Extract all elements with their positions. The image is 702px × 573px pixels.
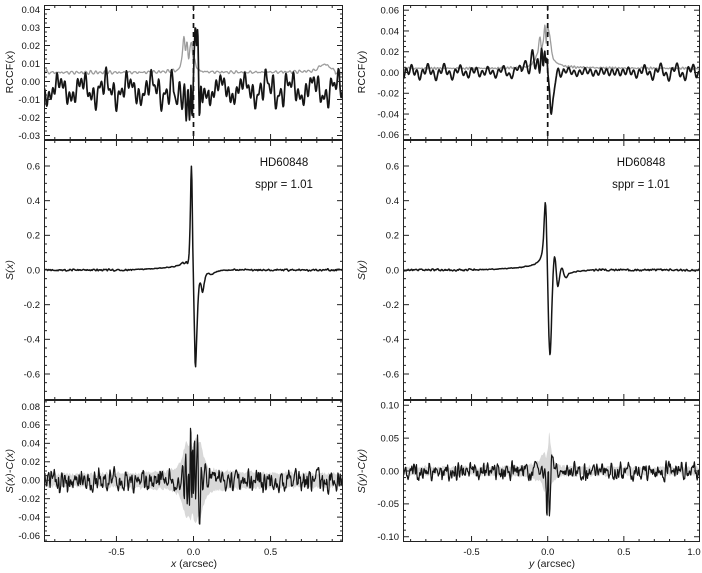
panel-sx-minus-cx: -0.06 -0.04 -0.02 0.00 0.02 0.04 0.06 0.08 -0.5 0… <box>18 400 343 558</box>
curve-object-ccf <box>403 47 700 115</box>
panel-rccf-x: -0.03 -0.02 -0.01 0.00 0.01 0.02 0.03 0.04 <box>18 5 343 142</box>
panel-sy-minus-cy: -0.10 -0.05 0.00 0.05 0.10 -0.5 0.0 0.5 1.0 <box>377 400 701 558</box>
y-tick-label: 0.02 <box>381 47 400 58</box>
y-tick-label: 0.04 <box>22 5 41 16</box>
x-axis-title-right: y (arcsec) <box>528 558 576 570</box>
y-tick-label: -0.2 <box>24 300 40 311</box>
panel-s-x: -0.6 -0.4 -0.2 0.0 0.2 0.4 0.6 <box>24 140 343 400</box>
x-tick-label: 0.0 <box>541 547 554 558</box>
y-tick-label: 0.2 <box>27 231 40 242</box>
y-tick-label: -0.10 <box>377 532 399 543</box>
y-tick-label: -0.02 <box>377 89 399 100</box>
y-tick-label: -0.01 <box>18 95 40 106</box>
curve-residual <box>44 427 343 525</box>
x-axis-title-left: x (arcsec) <box>170 558 218 570</box>
y-tick-label: 0.00 <box>381 68 400 79</box>
y-tick-label: 0.05 <box>381 433 400 444</box>
x-tick-label: 0.5 <box>264 547 277 558</box>
y-tick-label: 0.00 <box>381 466 400 477</box>
annotation-right: HD60848 sppr = 1.01 <box>612 152 670 196</box>
annotation-left: HD60848 sppr = 1.01 <box>255 152 313 196</box>
y-tick-label: -0.02 <box>18 494 40 505</box>
y-tick-label: 0.4 <box>27 196 40 207</box>
y-tick-label: -0.04 <box>18 512 40 523</box>
y-tick-label: 0.02 <box>22 457 41 468</box>
y-tick-label: 0.06 <box>22 420 41 431</box>
y-tick-label: -0.06 <box>18 531 40 542</box>
curve-signature <box>403 201 700 356</box>
y-tick-label: -0.02 <box>18 113 40 124</box>
y-tick-label: 0.04 <box>381 26 400 37</box>
curve-signature <box>44 165 343 368</box>
y-tick-label: -0.6 <box>383 369 399 380</box>
y-axis-title-s-x: S(x) <box>4 259 16 281</box>
y-tick-label: 0.10 <box>381 401 400 412</box>
sppr-value: sppr = 1.01 <box>612 179 670 191</box>
y-axis-title-s-y: S(y) <box>356 259 368 281</box>
x-tick-label: -0.5 <box>463 547 479 558</box>
y-tick-label: 0.01 <box>22 59 41 70</box>
y-tick-label: 0.00 <box>22 77 41 88</box>
y-tick-label: 0.0 <box>386 265 399 276</box>
sppr-value: sppr = 1.01 <box>255 179 313 191</box>
y-tick-label: 0.03 <box>22 23 41 34</box>
curve-residual <box>403 454 700 517</box>
y-tick-label: -0.6 <box>24 369 40 380</box>
y-tick-label: 0.6 <box>27 161 40 172</box>
y-tick-label: 0.00 <box>22 476 41 487</box>
y-tick-label: -0.04 <box>377 109 399 120</box>
y-tick-label: 0.0 <box>27 265 40 276</box>
x-tick-label: 0.0 <box>187 547 200 558</box>
y-tick-label: 0.2 <box>386 231 399 242</box>
curve-object-ccf <box>44 27 343 122</box>
curve-reference-ccf <box>403 24 700 71</box>
x-tick-label: 0.5 <box>617 547 630 558</box>
y-tick-label: 0.02 <box>22 41 41 52</box>
panel-rccf-y: -0.06 -0.04 -0.02 0.00 0.02 0.04 0.06 <box>377 5 700 141</box>
y-tick-label: -0.03 <box>18 131 40 142</box>
y-tick-label: 0.06 <box>381 5 400 16</box>
y-tick-label: 0.08 <box>22 402 41 413</box>
y-axis-title-sy-cy: S(y)-C(y) <box>356 448 368 494</box>
y-tick-label: 0.04 <box>22 439 41 450</box>
y-tick-label: -0.05 <box>377 499 399 510</box>
y-tick-label: -0.4 <box>24 335 40 346</box>
panel-s-y: -0.6 -0.4 -0.2 0.0 0.2 0.4 0.6 <box>383 140 700 400</box>
target-name: HD60848 <box>616 157 666 169</box>
target-name: HD60848 <box>259 157 309 169</box>
y-axis-title-sx-cx: S(x)-C(x) <box>4 448 16 494</box>
y-tick-label: -0.4 <box>383 335 399 346</box>
y-tick-label: -0.2 <box>383 300 399 311</box>
y-tick-label: -0.06 <box>377 130 399 141</box>
y-axis-title-rccf-y: RCCF(y) <box>356 50 368 94</box>
y-tick-label: 0.4 <box>386 196 399 207</box>
y-tick-label: 0.6 <box>386 161 399 172</box>
x-tick-label: 1.0 <box>687 547 700 558</box>
y-axis-title-rccf-x: RCCF(x) <box>4 50 16 94</box>
x-tick-label: -0.5 <box>108 547 124 558</box>
